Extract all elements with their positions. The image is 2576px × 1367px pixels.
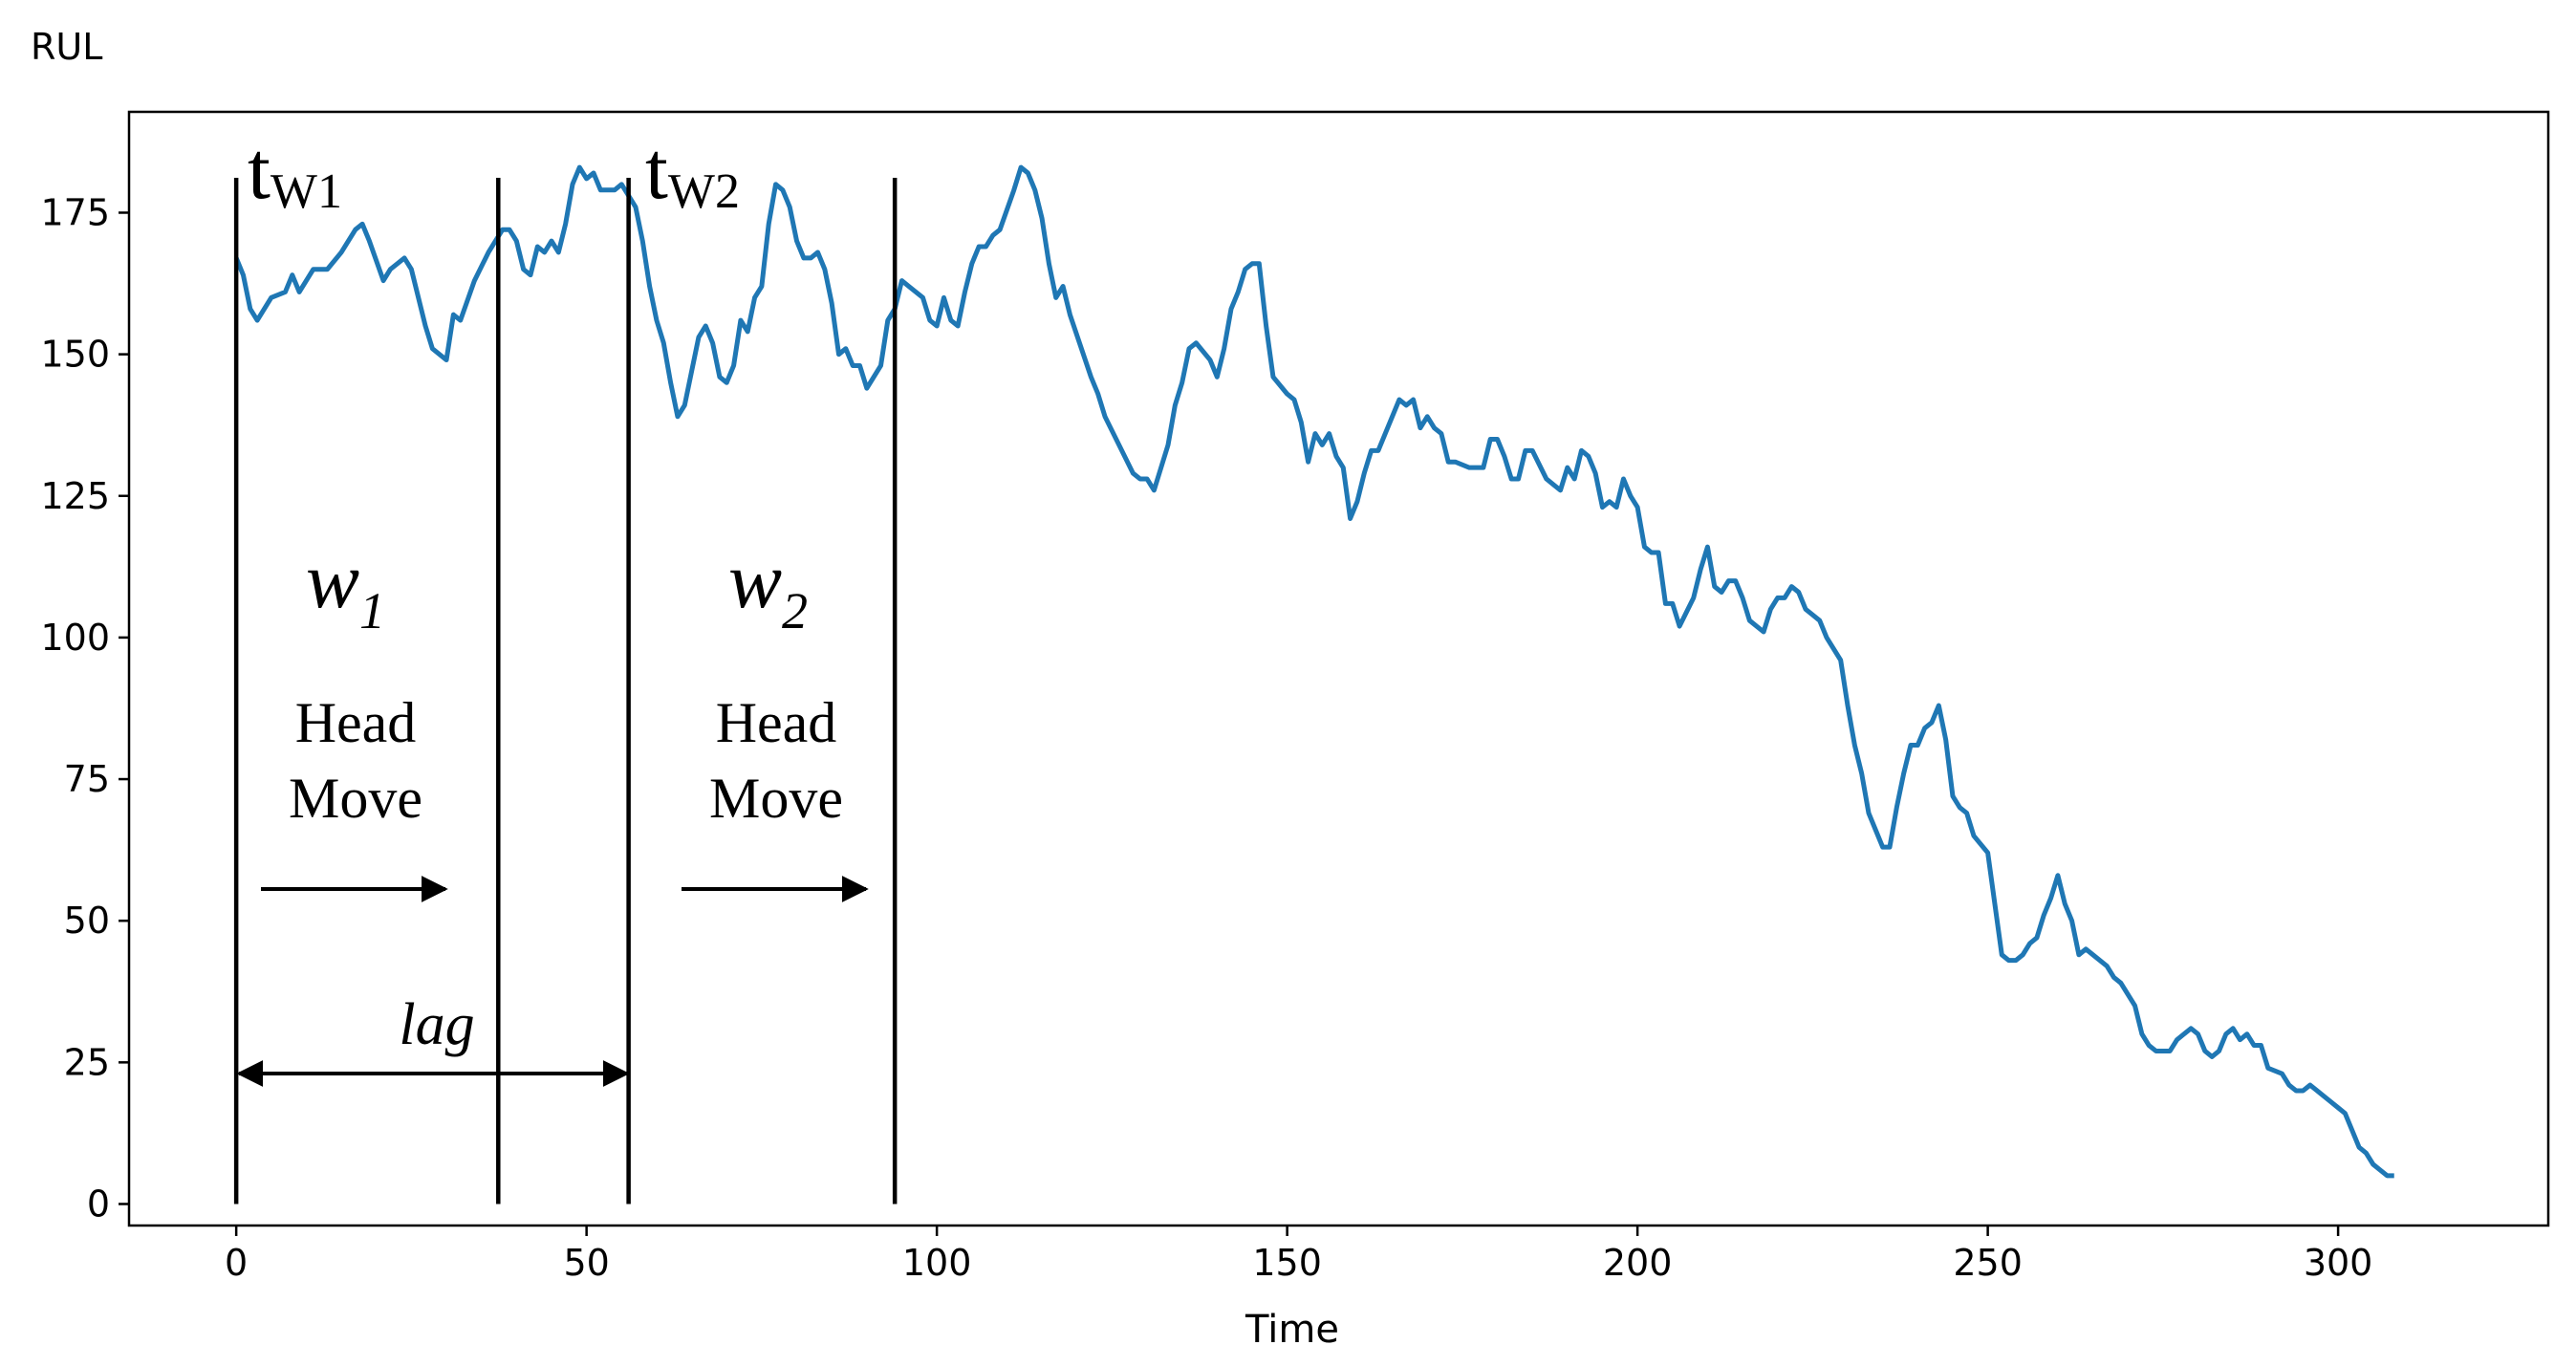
plot-area: 0 50 100 150 200 250 300 0 25 50 75 100 125 150 175 xyxy=(40,164,2394,1284)
y-tick-label: 0 xyxy=(87,1183,110,1225)
data-line xyxy=(233,164,2394,1179)
w2-label: w2 xyxy=(728,536,808,640)
head-move-2-line-1: Head xyxy=(716,691,837,754)
head-move-1-line-2: Move xyxy=(289,767,422,830)
head-move-2-line-2: Move xyxy=(709,767,843,830)
x-tick-label: 100 xyxy=(902,1242,972,1284)
y-tick-label: 50 xyxy=(64,900,110,942)
x-tick-label: 200 xyxy=(1603,1242,1673,1284)
x-tick-label: 150 xyxy=(1252,1242,1322,1284)
y-axis-label: RUL xyxy=(31,26,102,68)
y-tick-label: 25 xyxy=(64,1041,110,1083)
lag-label: lag xyxy=(399,992,474,1057)
y-tick-label: 150 xyxy=(40,334,110,376)
w1-label: w1 xyxy=(306,536,385,640)
x-tick-label: 50 xyxy=(563,1242,609,1284)
y-tick-label: 175 xyxy=(40,191,110,233)
y-tick-label: 100 xyxy=(40,617,110,659)
y-tick-label: 75 xyxy=(64,758,110,800)
x-tick-label: 0 xyxy=(225,1242,248,1284)
x-tick-label: 250 xyxy=(1953,1242,2023,1284)
t-w2-label: tW2 xyxy=(645,124,740,219)
x-tick-label: 300 xyxy=(2304,1242,2373,1284)
y-tick-label: 125 xyxy=(40,475,110,517)
t-w1-label: tW1 xyxy=(248,124,342,219)
head-move-1-line-1: Head xyxy=(295,691,417,754)
x-axis-label: Time xyxy=(1245,1308,1339,1352)
axes-frame xyxy=(127,110,2550,1227)
